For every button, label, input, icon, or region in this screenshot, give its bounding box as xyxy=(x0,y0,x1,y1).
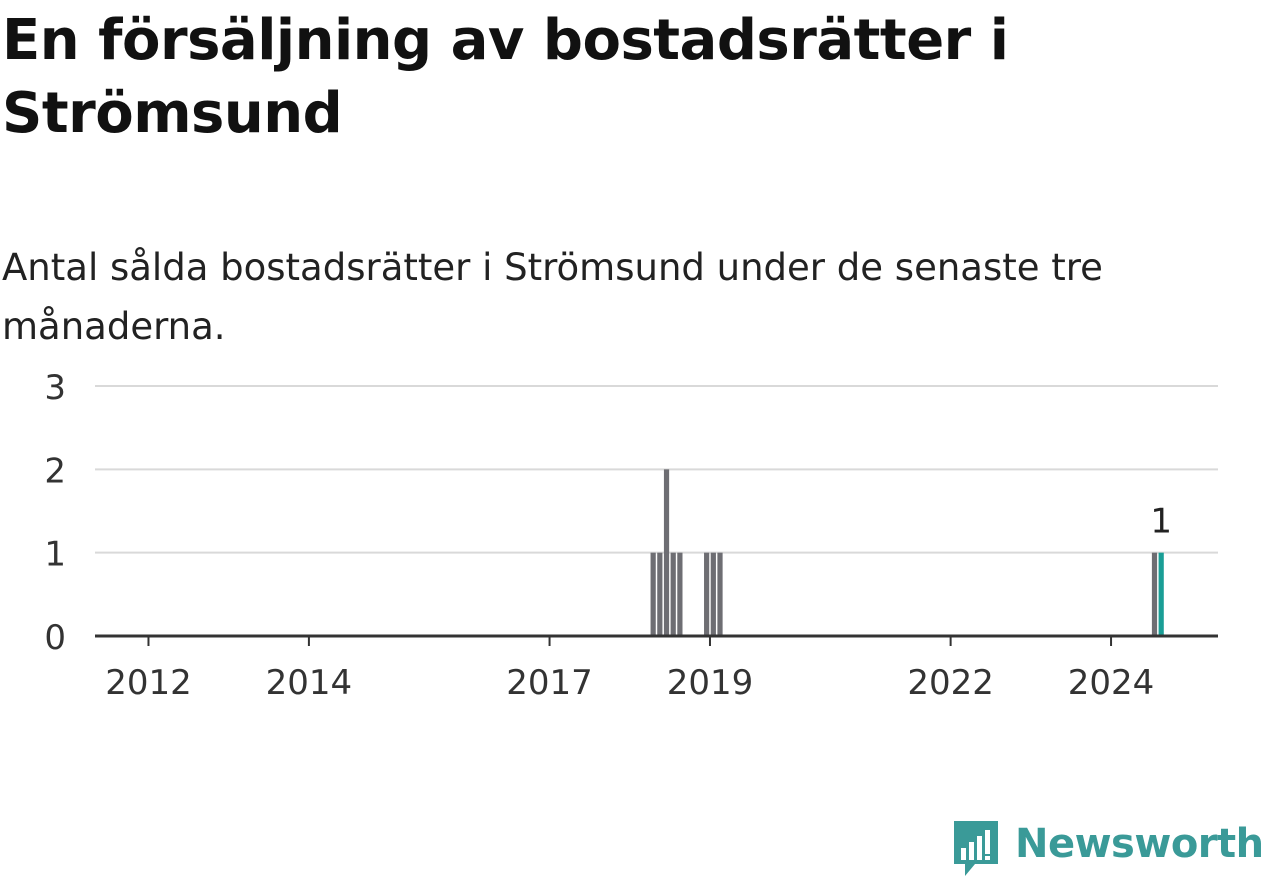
bar xyxy=(650,552,656,636)
bar xyxy=(710,552,716,636)
x-tick-label: 2012 xyxy=(105,663,192,700)
y-tick-label: 1 xyxy=(44,535,66,575)
data-labels: 1 xyxy=(1150,502,1172,542)
bar xyxy=(657,552,663,636)
x-tick-label: 2024 xyxy=(1068,663,1155,700)
y-tick-label: 3 xyxy=(44,368,66,408)
bar xyxy=(677,552,683,636)
data-label: 1 xyxy=(1150,502,1172,542)
x-tick-label: 2014 xyxy=(266,663,353,700)
x-axis-ticks: 2012 2014 2017 2019 2022 2024 xyxy=(105,636,1154,700)
bar xyxy=(704,552,710,636)
bar xyxy=(1151,552,1158,636)
x-tick-label: 2022 xyxy=(907,663,994,700)
newsworthy-logo-icon xyxy=(954,821,998,876)
chart-title: En försäljning av bostadsrätter i Ströms… xyxy=(2,8,1009,146)
y-tick-label: 2 xyxy=(44,451,66,491)
bar-chart: 0 1 2 3 2012 2014 2017 2019 2022 2024 1 xyxy=(44,368,1218,700)
bar xyxy=(663,469,670,636)
x-tick-label: 2019 xyxy=(667,663,754,700)
bar xyxy=(670,552,676,636)
bar xyxy=(1158,552,1164,636)
newsworthy-logo: Newsworthy xyxy=(951,818,1262,880)
chart-subtitle: Antal sålda bostadsrätter i Strömsund un… xyxy=(2,246,1103,348)
gridlines xyxy=(95,385,1218,554)
bars xyxy=(650,469,1164,636)
bar xyxy=(717,552,723,636)
y-axis-ticks: 0 1 2 3 xyxy=(44,368,66,658)
y-tick-label: 0 xyxy=(44,618,66,658)
brand-name: Newsworthy xyxy=(1015,821,1262,867)
x-tick-label: 2017 xyxy=(506,663,593,700)
